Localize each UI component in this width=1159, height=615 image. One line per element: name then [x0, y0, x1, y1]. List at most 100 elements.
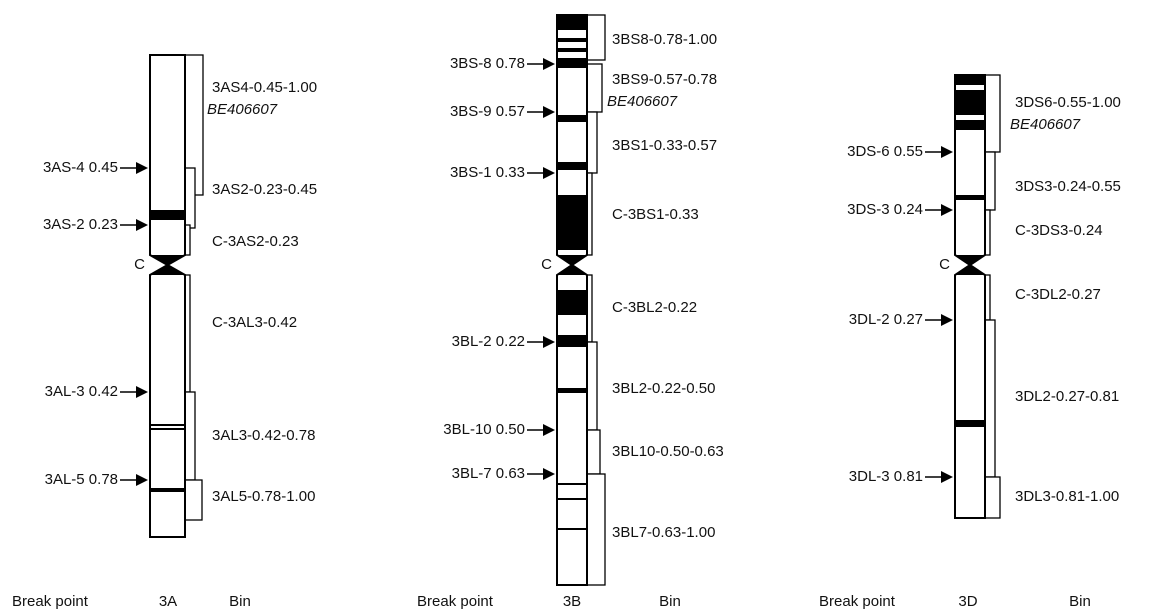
centromere-label: C	[939, 256, 950, 273]
breakpoint-label: 3AL-5 0.78	[45, 471, 118, 488]
breakpoint-label: 3BL-7 0.63	[452, 465, 525, 482]
arrow-head	[941, 204, 953, 216]
centromere	[955, 255, 985, 275]
bin-label: 3AS4-0.45-1.00	[212, 79, 317, 96]
chromosome	[955, 75, 985, 518]
break-point-heading: Break point	[819, 593, 896, 610]
bin-bar	[587, 342, 597, 430]
band	[557, 162, 587, 170]
breakpoint-label: 3BL-2 0.22	[452, 333, 525, 350]
breakpoint-label: 3BS-1 0.33	[450, 164, 525, 181]
marker-label: BE406607	[1010, 116, 1081, 133]
chromosome	[150, 55, 185, 537]
bin-label: C-3DS3-0.24	[1015, 222, 1103, 239]
bin-bar	[985, 152, 995, 210]
band	[557, 115, 587, 122]
bin-label: 3BL10-0.50-0.63	[612, 443, 724, 460]
arrow-head	[543, 424, 555, 436]
bin-label: 3AS2-0.23-0.45	[212, 181, 317, 198]
bin-label: 3DL2-0.27-0.81	[1015, 388, 1119, 405]
bin-bar	[185, 168, 195, 228]
chromosome-name: 3B	[563, 593, 581, 610]
band	[557, 483, 587, 485]
bin-bar	[185, 480, 202, 520]
band	[150, 488, 185, 492]
breakpoint-label: 3DS-6 0.55	[847, 143, 923, 160]
bin-label: C-3BS1-0.33	[612, 206, 699, 223]
breakpoint-label: 3BL-10 0.50	[443, 421, 525, 438]
centromere-label: C	[134, 256, 145, 273]
breakpoint-label: 3BS-8 0.78	[450, 55, 525, 72]
bin-label: 3AL3-0.42-0.78	[212, 427, 315, 444]
band	[955, 195, 985, 200]
breakpoint-label: 3DL-2 0.27	[849, 311, 923, 328]
chromosome-name: 3D	[958, 593, 977, 610]
bin-label: 3BS9-0.57-0.78	[612, 71, 717, 88]
band	[557, 498, 587, 500]
bin-label: 3DS6-0.55-1.00	[1015, 94, 1121, 111]
arrow-head	[543, 336, 555, 348]
band	[557, 48, 587, 52]
bin-label: C-3DL2-0.27	[1015, 286, 1101, 303]
arrow-head	[136, 162, 148, 174]
marker-label: BE406607	[207, 101, 278, 118]
bin-label: 3AL5-0.78-1.00	[212, 488, 315, 505]
band	[150, 424, 185, 426]
arrow-head	[941, 314, 953, 326]
band	[557, 290, 587, 315]
arrow-head	[136, 474, 148, 486]
arrow-head	[941, 471, 953, 483]
bin-heading: Bin	[229, 593, 251, 610]
band	[557, 335, 587, 347]
band	[955, 120, 985, 130]
bin-label: 3BS8-0.78-1.00	[612, 31, 717, 48]
arrow-head	[543, 58, 555, 70]
bin-bar	[185, 392, 195, 480]
bin-bar	[985, 75, 1000, 152]
bin-label: C-3AL3-0.42	[212, 314, 297, 331]
bin-label: 3BL2-0.22-0.50	[612, 380, 715, 397]
band	[955, 420, 985, 427]
bin-label: 3DL3-0.81-1.00	[1015, 488, 1119, 505]
arrow-head	[543, 106, 555, 118]
breakpoint-label: 3AS-2 0.23	[43, 216, 118, 233]
bin-label: C-3BL2-0.22	[612, 299, 697, 316]
arrow-head	[543, 468, 555, 480]
chromosome-diagram: C 3AS-4 0.45 3AS-2 0.23 3AL-3 0.42 3AL-5 0.7…	[0, 0, 1159, 610]
break-point-heading: Break point	[12, 593, 89, 610]
breakpoint-label: 3BS-9 0.57	[450, 103, 525, 120]
bin-label: 3BL7-0.63-1.00	[612, 524, 715, 541]
arrow-head	[136, 386, 148, 398]
bin-bar	[985, 477, 1000, 518]
centromere	[557, 255, 587, 275]
bin-bar	[587, 64, 602, 112]
band	[557, 195, 587, 250]
band	[557, 58, 587, 68]
marker-label: BE406607	[607, 93, 678, 110]
band	[557, 528, 587, 530]
bin-label: 3BS1-0.33-0.57	[612, 137, 717, 154]
band	[557, 388, 587, 393]
bin-heading: Bin	[659, 593, 681, 610]
chromosome-name: 3A	[159, 593, 177, 610]
bin-label: 3DS3-0.24-0.55	[1015, 178, 1121, 195]
arrow-head	[941, 146, 953, 158]
breakpoint-label: 3AL-3 0.42	[45, 383, 118, 400]
band	[557, 15, 587, 30]
breakpoint-label: 3AS-4 0.45	[43, 159, 118, 176]
centromere	[150, 255, 185, 275]
bin-label: C-3AS2-0.23	[212, 233, 299, 250]
centromere-label: C	[541, 256, 552, 273]
breakpoint-label: 3DL-3 0.81	[849, 468, 923, 485]
band	[557, 38, 587, 42]
band	[150, 210, 185, 220]
bin-bar	[587, 112, 597, 173]
band	[955, 90, 985, 115]
bin-bar	[587, 474, 605, 585]
band	[955, 75, 985, 85]
break-point-heading: Break point	[417, 593, 494, 610]
breakpoint-label: 3DS-3 0.24	[847, 201, 923, 218]
arrow-head	[136, 219, 148, 231]
arrow-head	[543, 167, 555, 179]
bin-bar	[587, 430, 600, 474]
